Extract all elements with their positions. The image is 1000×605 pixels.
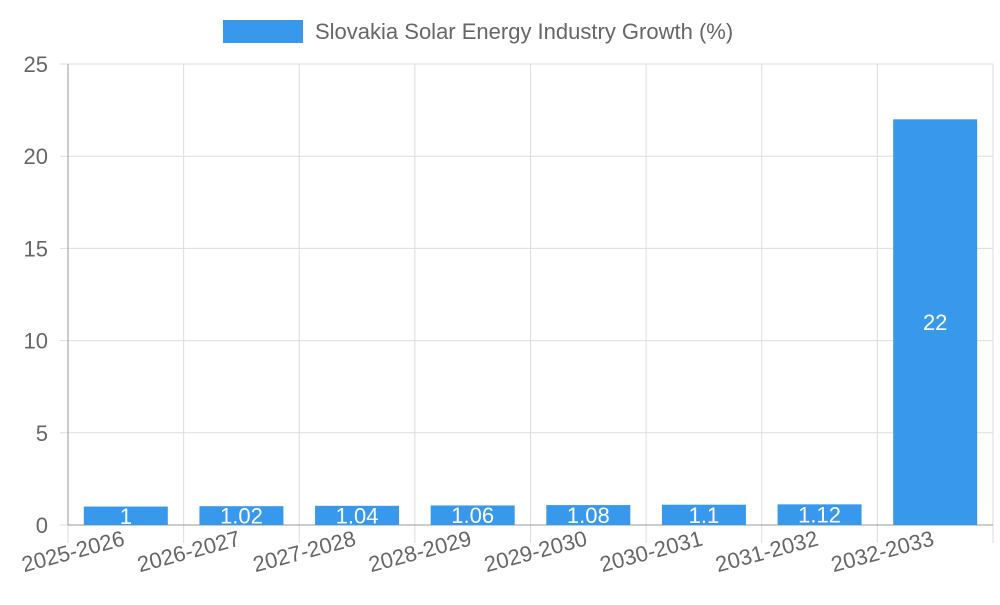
bar[interactable] <box>546 505 631 525</box>
y-tick-label: 5 <box>36 421 48 446</box>
bar[interactable] <box>199 506 284 525</box>
x-tick-label: 2026-2027 <box>135 526 243 577</box>
x-tick-label: 2030-2031 <box>597 526 705 577</box>
data-label: 1.02 <box>220 504 263 529</box>
bar[interactable] <box>315 505 400 525</box>
x-tick-label: 2029-2030 <box>482 526 590 577</box>
data-label: 1.12 <box>798 503 841 528</box>
legend-swatch[interactable] <box>223 20 303 43</box>
data-labels: 1 1.02 1.04 1.06 1.08 1.1 1.12 22 <box>120 310 948 529</box>
x-tick-label: 2032-2033 <box>828 526 936 577</box>
data-label: 22 <box>923 310 947 335</box>
y-tick-label: 20 <box>24 144 48 169</box>
data-label: 1 <box>120 504 132 529</box>
legend[interactable]: Slovakia Solar Energy Industry Growth (%… <box>223 19 733 44</box>
legend-label[interactable]: Slovakia Solar Energy Industry Growth (%… <box>315 19 733 44</box>
bar[interactable] <box>83 506 168 525</box>
bar[interactable] <box>661 504 746 525</box>
grid-lines <box>60 63 994 543</box>
bar[interactable] <box>777 504 862 525</box>
x-tick-label: 2027-2028 <box>250 526 358 577</box>
x-tick-label: 2028-2029 <box>366 526 474 577</box>
y-tick-label: 10 <box>24 329 48 354</box>
bars <box>83 119 978 525</box>
data-label: 1.08 <box>567 503 610 528</box>
data-label: 1.04 <box>336 503 379 528</box>
y-tick-label: 25 <box>24 52 48 77</box>
y-tick-label: 0 <box>36 513 48 538</box>
bar[interactable] <box>893 119 978 525</box>
data-label: 1.1 <box>689 503 720 528</box>
x-tick-label: 2031-2032 <box>713 526 821 577</box>
bar[interactable] <box>430 505 515 525</box>
y-tick-label: 15 <box>24 236 48 261</box>
data-label: 1.06 <box>451 503 494 528</box>
